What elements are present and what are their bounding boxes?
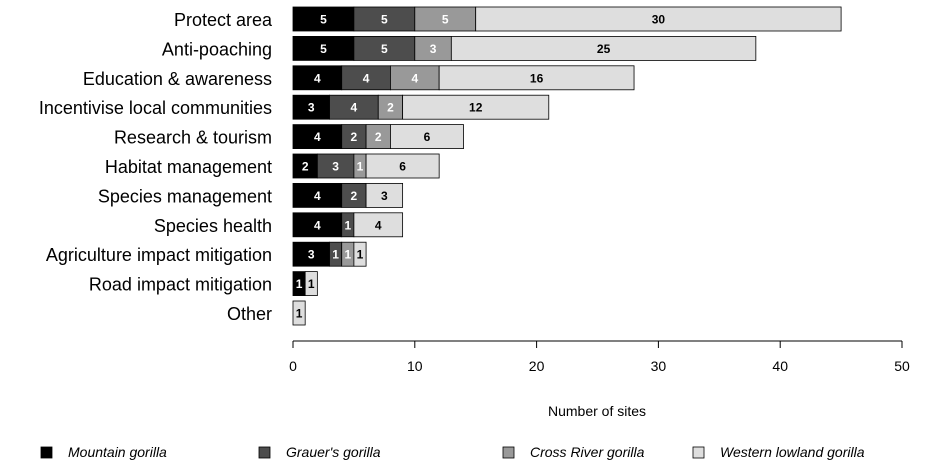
- bar-value-label: 1: [308, 277, 315, 291]
- bar-value-label: 4: [411, 71, 418, 85]
- bar-value-label: 5: [442, 13, 449, 27]
- legend-label: Cross River gorilla: [530, 444, 645, 460]
- bar-value-label: 2: [387, 101, 394, 115]
- bar-value-label: 1: [332, 248, 339, 262]
- bar-value-label: 3: [430, 42, 437, 56]
- bar-value-label: 4: [375, 218, 382, 232]
- legend: Mountain gorilla Grauer's gorilla Cross Ri…: [41, 444, 865, 460]
- bar-value-label: 6: [399, 160, 406, 174]
- bar-value-label: 12: [469, 101, 483, 115]
- x-tick-label: 40: [772, 358, 788, 374]
- bar-value-label: 5: [381, 42, 388, 56]
- bar-value-label: 2: [302, 160, 309, 174]
- bar-value-label: 3: [332, 160, 339, 174]
- x-tick-label: 10: [407, 358, 423, 374]
- category-label: Education & awareness: [83, 69, 272, 89]
- x-axis: 0 10 20 30 40 50: [289, 341, 910, 374]
- bar-value-label: 5: [320, 13, 327, 27]
- bar-value-label: 30: [652, 13, 666, 27]
- bar-value-label: 4: [314, 130, 321, 144]
- legend-label: Mountain gorilla: [68, 444, 167, 460]
- category-label: Agriculture impact mitigation: [46, 245, 272, 265]
- bar-value-label: 1: [357, 248, 364, 262]
- bar-value-label: 4: [314, 189, 321, 203]
- x-axis-title: Number of sites: [548, 403, 646, 419]
- bar-value-label: 2: [351, 189, 358, 203]
- legend-swatch: [503, 447, 514, 458]
- bar-value-label: 3: [308, 101, 315, 115]
- x-tick-label: 0: [289, 358, 297, 374]
- bar-value-label: 1: [344, 218, 351, 232]
- bar-value-label: 16: [530, 71, 544, 85]
- bar-value-label: 1: [357, 160, 364, 174]
- bar-value-label: 1: [296, 307, 303, 321]
- category-label: Research & tourism: [114, 128, 272, 148]
- category-label: Anti-poaching: [162, 39, 272, 59]
- bar-value-label: 5: [381, 13, 388, 27]
- bar-value-label: 25: [597, 42, 611, 56]
- bar-value-label: 4: [314, 71, 321, 85]
- x-tick-label: 50: [894, 358, 910, 374]
- bar-value-label: 2: [375, 130, 382, 144]
- legend-label: Western lowland gorilla: [720, 444, 865, 460]
- bar-value-label: 1: [296, 277, 303, 291]
- category-labels: Protect area Anti-poaching Education & awa…: [39, 10, 273, 324]
- category-label: Species health: [154, 216, 272, 236]
- legend-swatch: [259, 447, 270, 458]
- x-tick-label: 20: [529, 358, 545, 374]
- bar-value-label: 4: [363, 71, 370, 85]
- category-label: Habitat management: [105, 157, 272, 177]
- bar-value-label: 4: [314, 218, 321, 232]
- category-label: Species management: [98, 186, 272, 206]
- bar-value-label: 4: [351, 101, 358, 115]
- bar-value-label: 6: [424, 130, 431, 144]
- bar-value-label: 3: [308, 248, 315, 262]
- category-label: Protect area: [174, 10, 273, 30]
- bar-value-label: 1: [344, 248, 351, 262]
- x-tick-label: 30: [651, 358, 667, 374]
- bar-value-label: 2: [351, 130, 358, 144]
- legend-label: Grauer's gorilla: [286, 444, 381, 460]
- bar-value-label: 5: [320, 42, 327, 56]
- category-label: Incentivise local communities: [39, 98, 272, 118]
- category-label: Other: [227, 304, 272, 324]
- bar-value-label: 3: [381, 189, 388, 203]
- legend-swatch: [693, 447, 704, 458]
- category-label: Road impact mitigation: [89, 275, 272, 295]
- legend-swatch: [41, 447, 52, 458]
- bars-group: 5 5 5 305 5 3 254 4 4 163 4 2 124 2 2 62 3 1 64 2 34 1 43 1 1 11 1…: [293, 7, 841, 325]
